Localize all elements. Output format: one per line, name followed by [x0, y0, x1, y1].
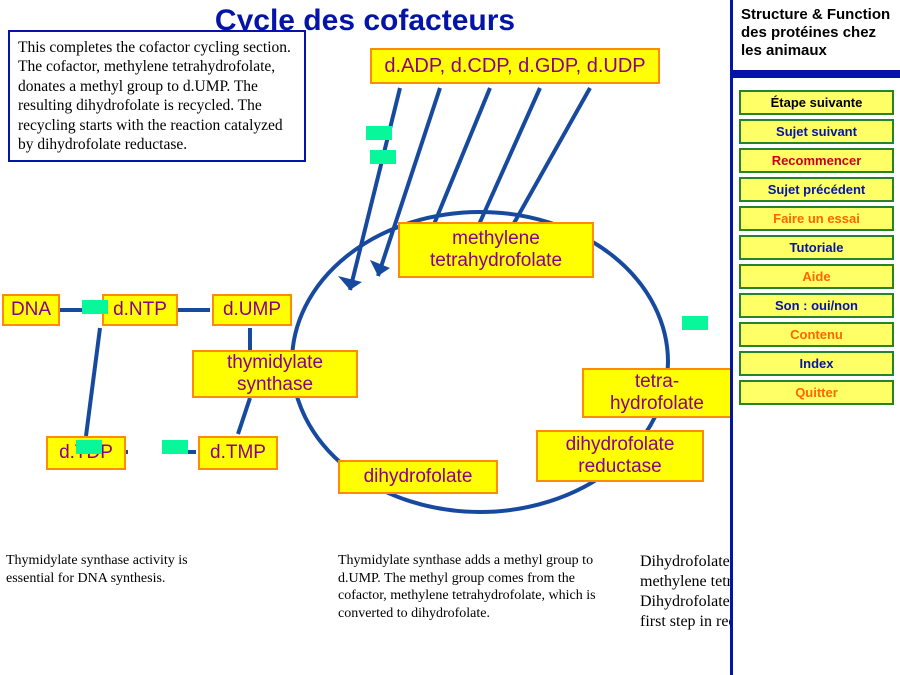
- sidebar-btn-3[interactable]: Sujet précédent: [739, 177, 894, 202]
- pill-5: [682, 316, 708, 330]
- pill-0: [366, 126, 392, 140]
- node-dna: DNA: [2, 294, 60, 326]
- caption-center: Thymidylate synthase adds a methyl group…: [338, 552, 608, 622]
- tooltip-text: This completes the cofactor cycling sect…: [18, 39, 291, 153]
- sidebar-btn-1[interactable]: Sujet suivant: [739, 119, 894, 144]
- pill-1: [370, 150, 396, 164]
- pill-2: [82, 300, 108, 314]
- sidebar-btn-5[interactable]: Tutoriale: [739, 235, 894, 260]
- node-dntp: d.NTP: [102, 294, 178, 326]
- sidebar-btn-7[interactable]: Son : oui/non: [739, 293, 894, 318]
- sidebar-btn-8[interactable]: Contenu: [739, 322, 894, 347]
- sidebar-btn-10[interactable]: Quitter: [739, 380, 894, 405]
- node-nucleotides: d.ADP, d.CDP, d.GDP, d.UDP: [370, 48, 660, 84]
- node-dump: d.UMP: [212, 294, 292, 326]
- node-dihydro: dihydrofolate: [338, 460, 498, 494]
- node-dhfr: dihydrofolate reductase: [536, 430, 704, 482]
- node-dtmp: d.TMP: [198, 436, 278, 470]
- node-meth_thf: methylene tetrahydrofolate: [398, 222, 594, 278]
- sidebar-btn-4[interactable]: Faire un essai: [739, 206, 894, 231]
- node-thym_synth: thymidylate synthase: [192, 350, 358, 398]
- pill-3: [76, 440, 102, 454]
- sidebar-btn-0[interactable]: Étape suivante: [739, 90, 894, 115]
- sidebar-btn-2[interactable]: Recommencer: [739, 148, 894, 173]
- sidebar-divider: [733, 70, 900, 78]
- caption-left: Thymidylate synthase activity is essenti…: [6, 552, 226, 587]
- tooltip-box: This completes the cofactor cycling sect…: [8, 30, 306, 162]
- sidebar-header: Structure & Function des protéines chez …: [733, 0, 900, 70]
- sidebar-btn-9[interactable]: Index: [739, 351, 894, 376]
- sidebar: Structure & Function des protéines chez …: [730, 0, 900, 675]
- node-thf: tetra-hydrofolate: [582, 368, 732, 418]
- pill-4: [162, 440, 188, 454]
- sidebar-btn-6[interactable]: Aide: [739, 264, 894, 289]
